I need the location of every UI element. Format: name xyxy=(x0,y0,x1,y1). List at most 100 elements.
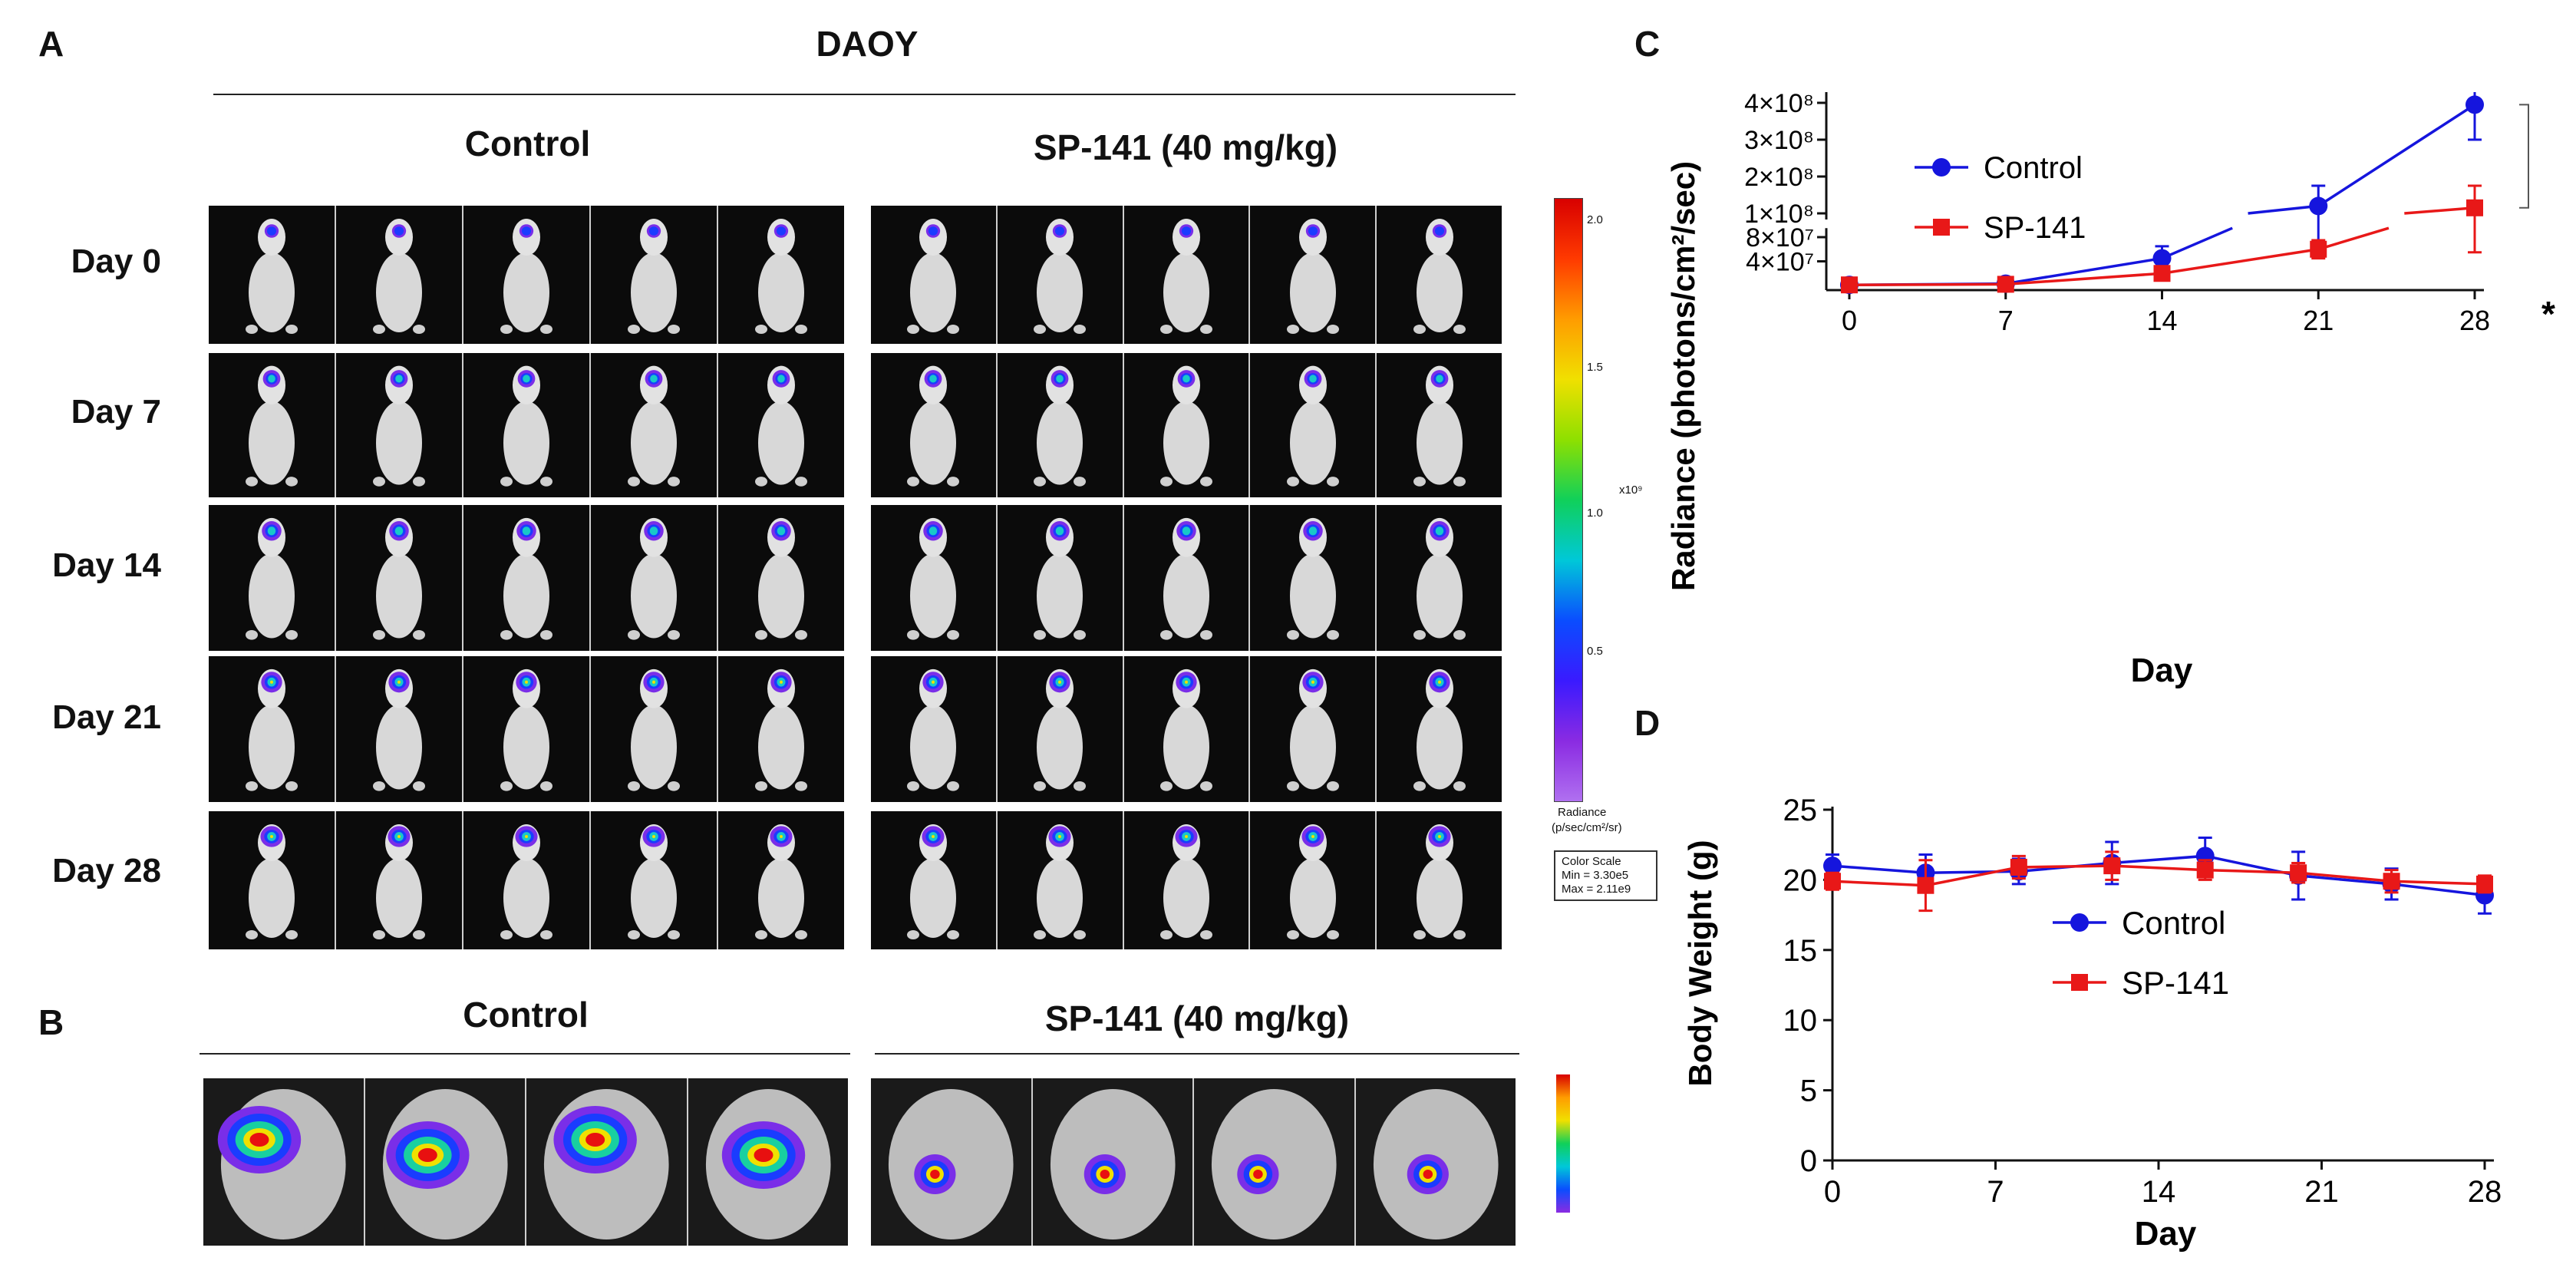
chart-d-legend: Control SP-141 xyxy=(2053,905,2229,1001)
mouse-image xyxy=(1250,811,1377,949)
mouse-image xyxy=(336,505,463,651)
row-label-day28: Day 28 xyxy=(52,852,161,890)
mouse-image xyxy=(336,811,463,949)
legend-label: Control xyxy=(2122,905,2225,941)
mouse-image xyxy=(591,505,718,651)
series-sp-141 xyxy=(1824,850,2493,913)
mouse-image xyxy=(718,656,844,802)
mouse-image xyxy=(463,505,591,651)
cell-line-title: DAOY xyxy=(816,24,919,64)
chart-c-axes: 1×10⁸2×10⁸3×10⁸4×10⁸5×10⁸4×10⁷8×10⁷07142… xyxy=(1744,92,2490,336)
data-point xyxy=(1933,219,1950,236)
mouse-image xyxy=(998,353,1124,497)
x-tick-label: 14 xyxy=(2142,1175,2176,1209)
mouse-image xyxy=(1250,505,1377,651)
x-tick-label: 0 xyxy=(1824,1175,1841,1209)
mouse-image xyxy=(209,656,336,802)
data-point xyxy=(2383,873,2400,890)
panel-b-letter: B xyxy=(38,1002,64,1042)
chart-d-xlabel: Day xyxy=(2135,1215,2197,1253)
y-tick-label: 2×10⁸ xyxy=(1744,163,1814,192)
brain-strip xyxy=(203,1078,848,1246)
data-point xyxy=(2476,875,2493,893)
data-point xyxy=(1917,876,1934,894)
data-point xyxy=(1932,158,1951,177)
mouse-image xyxy=(1377,811,1502,949)
image-strip xyxy=(209,505,844,651)
mouse-image xyxy=(1377,656,1502,802)
color-scale-min: Min = 3.30e5 xyxy=(1562,869,1629,882)
brain-rule-control xyxy=(200,1053,850,1055)
mouse-image xyxy=(463,656,591,802)
x-tick-label: 0 xyxy=(1842,305,1857,336)
radiance-colorbar xyxy=(1554,198,1583,802)
brain-group-header-sp141: SP-141 (40 mg/kg) xyxy=(1044,998,1350,1038)
y-tick-label: 10 xyxy=(1783,1004,1818,1038)
colorbar-tick: 2.0 xyxy=(1587,213,1603,226)
mouse-image xyxy=(463,206,591,344)
image-strip xyxy=(871,353,1502,497)
mouse-image xyxy=(718,353,844,497)
data-point xyxy=(2309,196,2328,216)
row-label-day7: Day 7 xyxy=(71,393,161,431)
mouse-image xyxy=(1124,353,1251,497)
row-label-day21: Day 21 xyxy=(52,698,161,736)
color-scale-box: Color Scale Min = 3.30e5 Max = 2.11e9 xyxy=(1554,850,1657,901)
mouse-image xyxy=(591,206,718,344)
mouse-image xyxy=(1377,206,1502,344)
mouse-image xyxy=(591,656,718,802)
mouse-image xyxy=(718,505,844,651)
mouse-image xyxy=(998,656,1124,802)
legend-item: Control xyxy=(2053,905,2225,941)
y-tick-label: 4×10⁸ xyxy=(1744,92,1814,118)
colorbar-tick: 0.5 xyxy=(1587,645,1603,658)
data-point xyxy=(1824,873,1841,890)
x-tick-label: 28 xyxy=(2468,1175,2502,1209)
error-bar xyxy=(2468,184,2482,254)
brain-image xyxy=(871,1078,1033,1246)
legend-label: SP-141 xyxy=(2122,965,2229,1001)
data-point xyxy=(2010,858,2027,876)
y-tick-label: 3×10⁸ xyxy=(1744,126,1814,155)
data-point xyxy=(2071,974,2088,991)
brain-strip xyxy=(871,1078,1516,1246)
x-tick-label: 21 xyxy=(2304,1175,2339,1209)
image-strip xyxy=(871,811,1502,949)
y-tick-label: 15 xyxy=(1783,934,1818,968)
data-point xyxy=(2152,249,2172,268)
brain-rule-sp141 xyxy=(875,1053,1519,1055)
image-strip xyxy=(871,656,1502,802)
mouse-image xyxy=(871,656,998,802)
chart-radiance: 1×10⁸2×10⁸3×10⁸4×10⁸5×10⁸4×10⁷8×10⁷07142… xyxy=(1665,92,2555,689)
group-header-sp141: SP-141 (40 mg/kg) xyxy=(1033,127,1338,167)
data-point xyxy=(2466,199,2483,216)
chart-d-plot: 0 5 10 15 20 25 0 7 14 21 28 Control SP-141 xyxy=(1783,794,2502,1209)
mouse-image xyxy=(1250,353,1377,497)
data-point xyxy=(1823,857,1842,876)
x-tick-label: 14 xyxy=(2146,305,2177,336)
mouse-image xyxy=(209,505,336,651)
image-strip xyxy=(209,811,844,949)
chart-d-ylabel: Body Weight (g) xyxy=(1682,840,1718,1086)
colorbar-unit: Radiance xyxy=(1558,806,1607,819)
error-bar xyxy=(2311,184,2326,248)
x-tick-label: 28 xyxy=(2459,305,2490,336)
data-point xyxy=(2310,240,2327,258)
mouse-image xyxy=(1377,353,1502,497)
image-strip xyxy=(209,656,844,802)
image-strip xyxy=(871,206,1502,344)
mouse-image xyxy=(718,206,844,344)
chart-d-axes: 0 5 10 15 20 25 0 7 14 21 28 xyxy=(1783,794,2502,1209)
image-strip xyxy=(209,353,844,497)
chart-c-ylabel: Radiance (photons/cm²/sec) xyxy=(1665,161,1701,591)
data-point xyxy=(2290,864,2307,882)
brain-image xyxy=(1033,1078,1194,1246)
y-tick-label: 20 xyxy=(1783,863,1818,897)
x-tick-label: 7 xyxy=(1987,1175,2004,1209)
panel-c-letter: C xyxy=(1634,24,1661,64)
y-tick-label: 5 xyxy=(1800,1074,1817,1108)
mouse-image xyxy=(591,353,718,497)
data-point xyxy=(2196,861,2214,879)
brain-colorbar xyxy=(1556,1074,1570,1213)
mouse-image xyxy=(871,811,998,949)
